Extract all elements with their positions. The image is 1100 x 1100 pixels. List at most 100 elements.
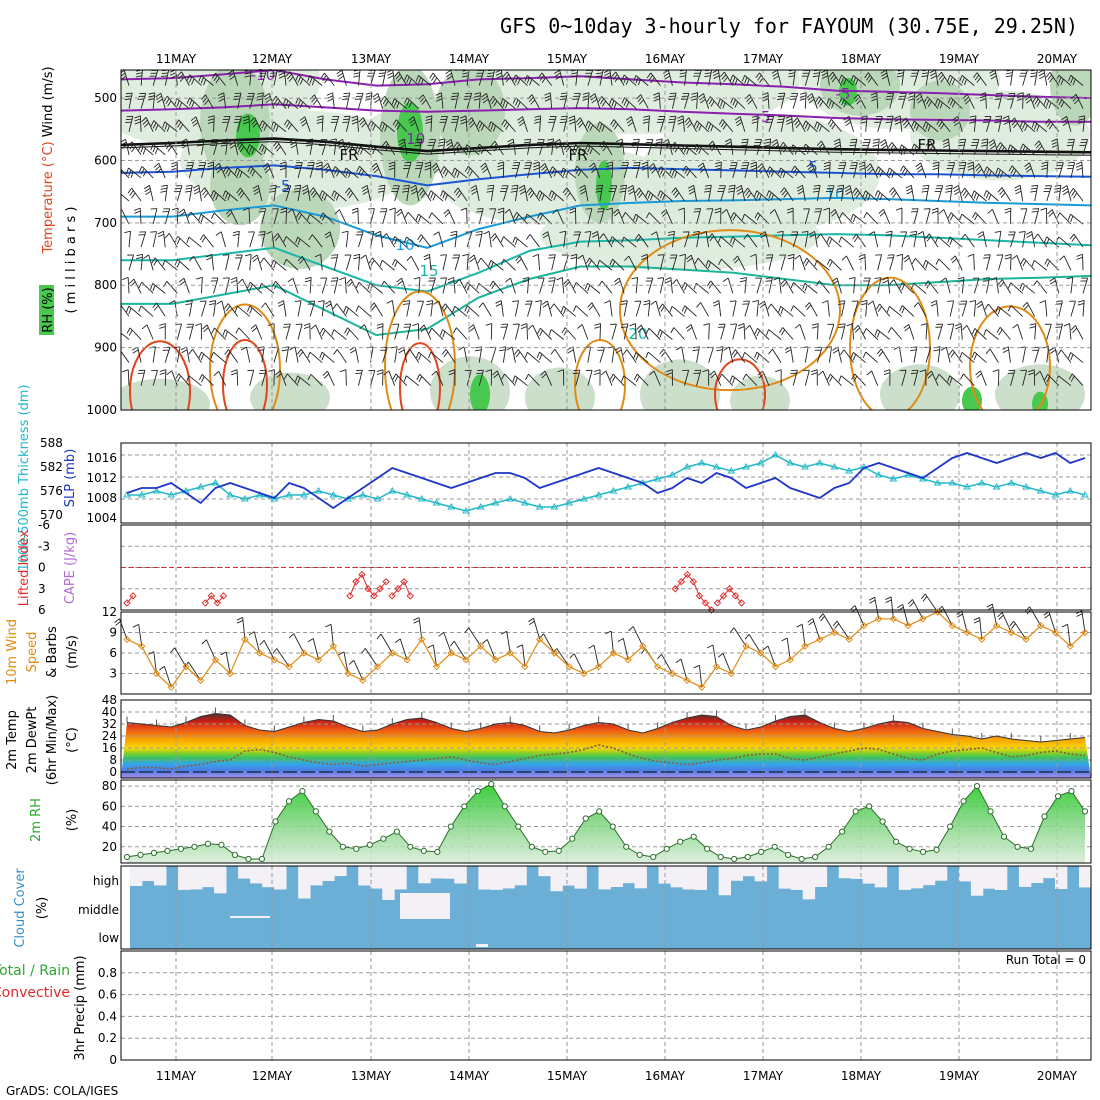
wind-barb-feather xyxy=(804,145,809,153)
wind-barb xyxy=(431,163,444,179)
wind-barb-shaft xyxy=(973,254,975,271)
thickness-point xyxy=(1007,479,1016,486)
wind-barb-shaft xyxy=(221,300,227,317)
wind-barb-shaft xyxy=(828,98,842,110)
wind-barb-feather xyxy=(703,323,710,326)
wind-barb-feather xyxy=(207,164,214,168)
wind-barb-feather xyxy=(148,95,155,98)
wind-barb xyxy=(358,117,371,132)
wind-barb xyxy=(620,323,629,340)
wind-barb-shaft xyxy=(1001,279,1011,294)
wind-barb-feather xyxy=(522,276,529,280)
wind-barb-feather xyxy=(740,144,747,147)
wind-barb xyxy=(595,184,604,202)
wind-barb-shaft xyxy=(447,209,456,225)
wind-barb-feather xyxy=(283,236,287,243)
upper-ylabel-main-part: Wind (m/s) xyxy=(41,66,56,137)
wind-barb-feather xyxy=(524,75,528,82)
wind-barb-shaft xyxy=(994,70,999,86)
wind-barb-feather xyxy=(828,71,834,78)
wind-barb-shaft xyxy=(982,231,987,248)
wind-barb xyxy=(224,303,239,317)
wind-barb-feather xyxy=(838,97,843,104)
wind-barb-feather xyxy=(781,329,786,336)
wind-barb xyxy=(301,184,311,202)
wind-barb-feather xyxy=(897,72,904,75)
wind-barb xyxy=(621,236,637,248)
wind-barb-shaft xyxy=(333,254,339,271)
wind-barb-feather xyxy=(1018,230,1026,233)
wind-barb-feather xyxy=(1076,164,1083,168)
wind10m-barb xyxy=(361,648,378,667)
wind-barb xyxy=(895,207,903,225)
wind-barb-shaft xyxy=(756,190,770,202)
wind-barb-shaft xyxy=(635,351,649,363)
wind-barb-feather xyxy=(564,281,570,287)
wind-barb-feather xyxy=(657,329,661,336)
wind-barb xyxy=(826,236,842,248)
wind-barb xyxy=(445,70,456,86)
wind-barb-feather xyxy=(150,208,157,210)
wind-barb-feather xyxy=(807,165,814,170)
wind-barb xyxy=(922,259,939,271)
wind-barb-shaft xyxy=(913,208,919,225)
wind-barb-shaft xyxy=(974,328,987,340)
wind-barb-feather xyxy=(215,77,220,84)
wind-barb-shaft xyxy=(877,138,880,155)
wind-barb-feather xyxy=(773,277,780,281)
wind-barb-shaft xyxy=(515,97,528,110)
wind-barb-feather xyxy=(297,99,301,106)
wind10m-barb xyxy=(376,633,393,654)
wind-barb-feather xyxy=(152,122,157,129)
wind-barb-feather xyxy=(1076,256,1083,260)
wind-barb-feather xyxy=(923,96,928,103)
wind-barb-feather xyxy=(351,118,358,122)
wind-barb-feather xyxy=(481,95,488,101)
wind-barb-feather xyxy=(963,96,969,102)
wind-barb xyxy=(657,329,673,340)
wind-barb-shaft xyxy=(563,231,567,248)
wind-barb xyxy=(125,167,142,179)
wind-barb-shaft xyxy=(769,166,782,179)
wind-barb-feather xyxy=(704,72,712,75)
wind-barb-feather xyxy=(504,74,510,80)
wind-barb-feather xyxy=(517,101,521,108)
li-point xyxy=(394,585,402,593)
wind-barb-shaft xyxy=(811,162,818,179)
wind-barb xyxy=(600,370,613,386)
wind-barb-feather xyxy=(141,117,147,123)
wind-barb-feather xyxy=(1048,211,1054,217)
wind-barb xyxy=(573,231,581,248)
wind-barb xyxy=(134,115,142,132)
wind-barb-feather xyxy=(874,277,882,279)
wind-barb-shaft xyxy=(238,327,251,340)
wind-barb-shaft xyxy=(755,161,758,178)
wind-barb xyxy=(319,351,335,363)
wind-barb-feather xyxy=(1025,231,1032,235)
wind-barb xyxy=(796,184,806,202)
wind-barb-feather xyxy=(573,282,577,289)
wind-barb-feather xyxy=(323,194,328,201)
wind-barb-shaft xyxy=(901,282,915,294)
wind-barb-shaft xyxy=(421,187,432,202)
wind-barb-feather xyxy=(343,92,350,95)
wind-barb-feather xyxy=(1031,260,1035,267)
wind-barb-feather xyxy=(659,348,665,355)
wind-barb-feather xyxy=(951,101,956,108)
wind-barb xyxy=(287,277,299,294)
wind-barb-shaft xyxy=(297,185,302,202)
wind-barb xyxy=(261,302,275,317)
wind-barb-shaft xyxy=(865,190,878,202)
wind-barb-feather xyxy=(121,170,123,174)
wind-barb-feather xyxy=(974,214,978,221)
wind-barb-shaft xyxy=(177,259,190,271)
wind-barb-shaft xyxy=(949,236,963,248)
wind10m-barb-shaft xyxy=(138,624,143,647)
wind-barb xyxy=(416,373,432,386)
wind-barb-feather xyxy=(899,165,904,172)
wind-barb-feather xyxy=(870,92,877,96)
wind-barb-feather xyxy=(770,170,775,177)
wind-barb xyxy=(376,369,384,386)
wind-barb-feather xyxy=(692,349,699,352)
wind-barb-feather xyxy=(633,352,637,359)
